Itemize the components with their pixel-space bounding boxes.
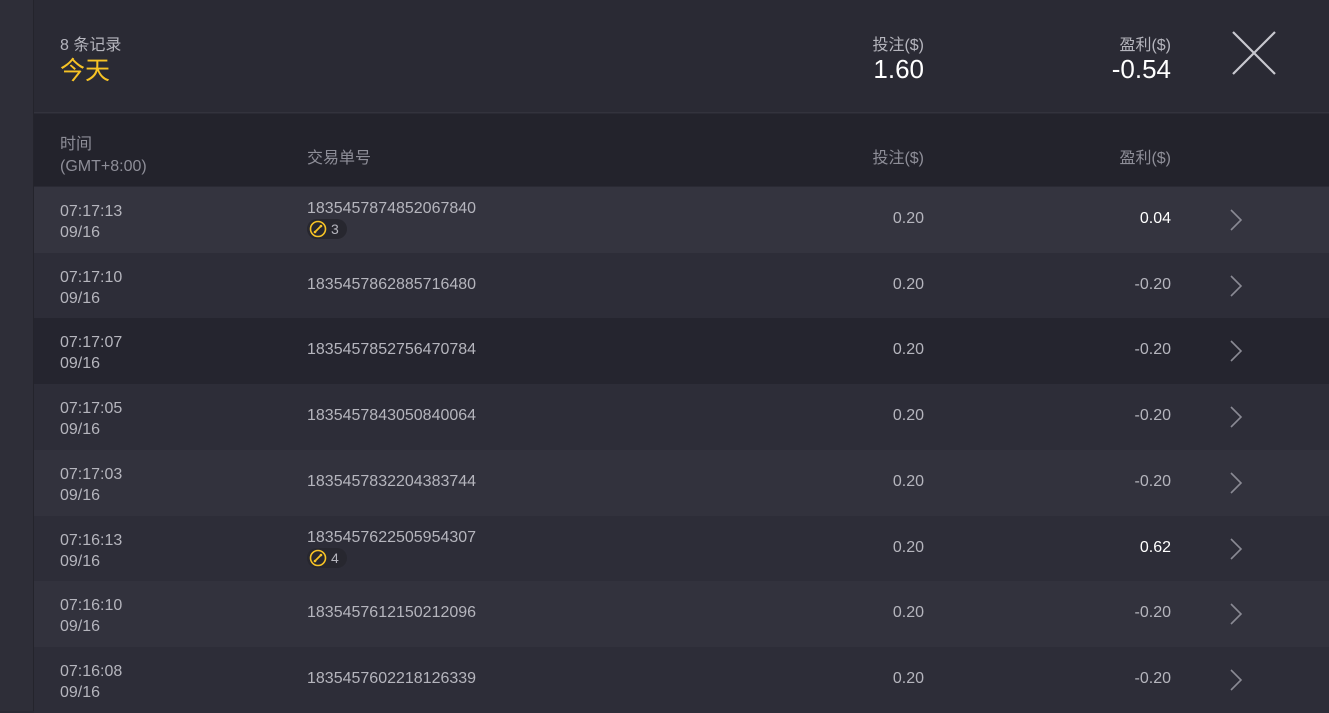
- row-id: 1835457622505954307 4: [307, 529, 476, 572]
- row-profit: -0.20: [1134, 472, 1171, 490]
- chevron-right-icon[interactable]: [1229, 603, 1243, 625]
- table-row[interactable]: 07:17:07 09/16 1835457852756470784 0.20 -…: [34, 318, 1329, 385]
- transaction-id: 1835457862885716480: [307, 275, 477, 293]
- row-time: 07:17:05 09/16: [60, 398, 122, 440]
- row-time: 07:17:13 09/16: [60, 201, 122, 243]
- time-value: 07:16:10: [60, 597, 123, 615]
- spin-icon: [309, 549, 327, 566]
- row-id: 1835457612150212096: [307, 604, 476, 622]
- row-id: 1835457862885716480: [307, 276, 476, 294]
- row-bet: 0.20: [892, 538, 924, 556]
- free-spin-badge: 4: [307, 547, 347, 568]
- header-timezone: (GMT+8:00): [60, 158, 147, 175]
- row-profit: 0.04: [1139, 210, 1171, 227]
- row-bet: 0.20: [892, 407, 924, 425]
- row-id: 1835457852756470784: [307, 341, 476, 359]
- left-sidebar-edge: [0, 0, 34, 711]
- time-value: 07:17:10: [60, 268, 123, 286]
- row-bet: 0.20: [892, 210, 924, 227]
- row-profit: -0.20: [1134, 604, 1171, 622]
- badge-count: 4: [331, 549, 339, 566]
- row-time: 07:17:10 09/16: [60, 267, 122, 309]
- row-time: 07:17:03 09/16: [60, 464, 122, 506]
- chevron-right-icon[interactable]: [1229, 406, 1243, 428]
- badge-count: 3: [331, 221, 339, 237]
- row-profit: -0.20: [1134, 669, 1171, 687]
- bet-total: 投注($) 1.60: [872, 31, 924, 83]
- header-time: 时间: [60, 136, 93, 153]
- date-value: 09/16: [60, 618, 101, 636]
- row-time: 07:16:10 09/16: [60, 595, 122, 637]
- row-id: 1835457832204383744: [307, 473, 476, 491]
- pl-total: 盈利($) -0.54: [1112, 31, 1171, 83]
- summary-header: 8 条记录 今天 投注($) 1.60 盈利($) -0.54: [34, 0, 1329, 113]
- chevron-right-icon[interactable]: [1229, 472, 1243, 494]
- time-value: 07:16:13: [60, 531, 123, 549]
- free-spin-badge: 3: [307, 219, 347, 239]
- time-value: 07:17:13: [60, 203, 123, 220]
- header-pl: 盈利($): [1119, 150, 1171, 167]
- chevron-right-icon[interactable]: [1229, 537, 1243, 560]
- transaction-id: 1835457843050840064: [307, 407, 477, 425]
- transaction-id: 1835457832204383744: [307, 472, 477, 490]
- chevron-right-icon[interactable]: [1229, 275, 1243, 297]
- table-row[interactable]: 07:16:08 09/16 1835457602218126339 0.20 -…: [34, 646, 1329, 713]
- row-id: 1835457602218126339: [307, 670, 476, 688]
- time-value: 07:17:03: [60, 465, 123, 483]
- date-value: 09/16: [60, 421, 101, 439]
- pl-total-value: -0.54: [1111, 54, 1171, 84]
- header-bet: 投注($): [872, 150, 924, 167]
- chevron-right-icon[interactable]: [1229, 669, 1243, 691]
- bet-total-value: 1.60: [873, 54, 924, 84]
- row-time: 07:16:13 09/16: [60, 530, 122, 572]
- table-header: 时间 (GMT+8:00) 交易单号 投注($) 盈利($): [34, 114, 1329, 186]
- pl-total-label: 盈利($): [1119, 37, 1171, 54]
- row-profit: 0.62: [1139, 538, 1171, 556]
- history-panel: 8 条记录 今天 投注($) 1.60 盈利($) -0.54 时间 (GMT+…: [34, 0, 1329, 713]
- date-value: 09/16: [60, 552, 101, 570]
- close-icon: [1232, 31, 1276, 75]
- transaction-id: 1835457852756470784: [307, 341, 477, 359]
- row-profit: -0.20: [1134, 275, 1171, 293]
- transaction-id: 1835457622505954307: [307, 528, 477, 546]
- table-row[interactable]: 07:16:10 09/16 1835457612150212096 0.20 -…: [34, 581, 1329, 648]
- time-value: 07:17:05: [60, 400, 123, 418]
- row-bet: 0.20: [892, 275, 924, 293]
- chevron-right-icon[interactable]: [1229, 209, 1243, 231]
- table-row[interactable]: 07:17:10 09/16 1835457862885716480 0.20 -…: [34, 252, 1329, 319]
- bet-total-label: 投注($): [872, 37, 924, 54]
- date-value: 09/16: [60, 224, 101, 241]
- date-value: 09/16: [60, 683, 101, 701]
- time-value: 07:17:07: [60, 334, 123, 352]
- table-row[interactable]: 07:17:13 09/16 1835457874852067840 3 0.20…: [34, 187, 1329, 253]
- table-row[interactable]: 07:17:03 09/16 1835457832204383744 0.20 -…: [34, 449, 1329, 516]
- transaction-id: 1835457602218126339: [307, 669, 477, 687]
- header-id: 交易单号: [307, 150, 372, 167]
- row-time: 07:16:08 09/16: [60, 661, 122, 703]
- transaction-id: 1835457612150212096: [307, 604, 477, 622]
- row-id: 1835457843050840064: [307, 407, 476, 425]
- date-value: 09/16: [60, 355, 101, 373]
- row-profit: -0.20: [1134, 407, 1171, 425]
- spin-icon: [309, 220, 327, 238]
- time-value: 07:16:08: [60, 662, 123, 680]
- table-row[interactable]: 07:17:05 09/16 1835457843050840064 0.20 -…: [34, 384, 1329, 451]
- row-bet: 0.20: [892, 604, 924, 622]
- transaction-id: 1835457874852067840: [307, 200, 477, 217]
- close-button[interactable]: [1231, 30, 1277, 76]
- chevron-right-icon[interactable]: [1229, 340, 1243, 362]
- row-bet: 0.20: [892, 341, 924, 359]
- row-time: 07:17:07 09/16: [60, 332, 122, 374]
- row-id: 1835457874852067840 3: [307, 200, 476, 243]
- row-bet: 0.20: [892, 669, 924, 687]
- row-profit: -0.20: [1134, 341, 1171, 359]
- date-value: 09/16: [60, 486, 101, 504]
- record-count: 8 条记录: [60, 37, 122, 54]
- table-row[interactable]: 07:16:13 09/16 1835457622505954307 4 0.20…: [34, 515, 1329, 582]
- period-label: 今天: [60, 57, 111, 85]
- row-bet: 0.20: [892, 472, 924, 490]
- date-value: 09/16: [60, 289, 101, 307]
